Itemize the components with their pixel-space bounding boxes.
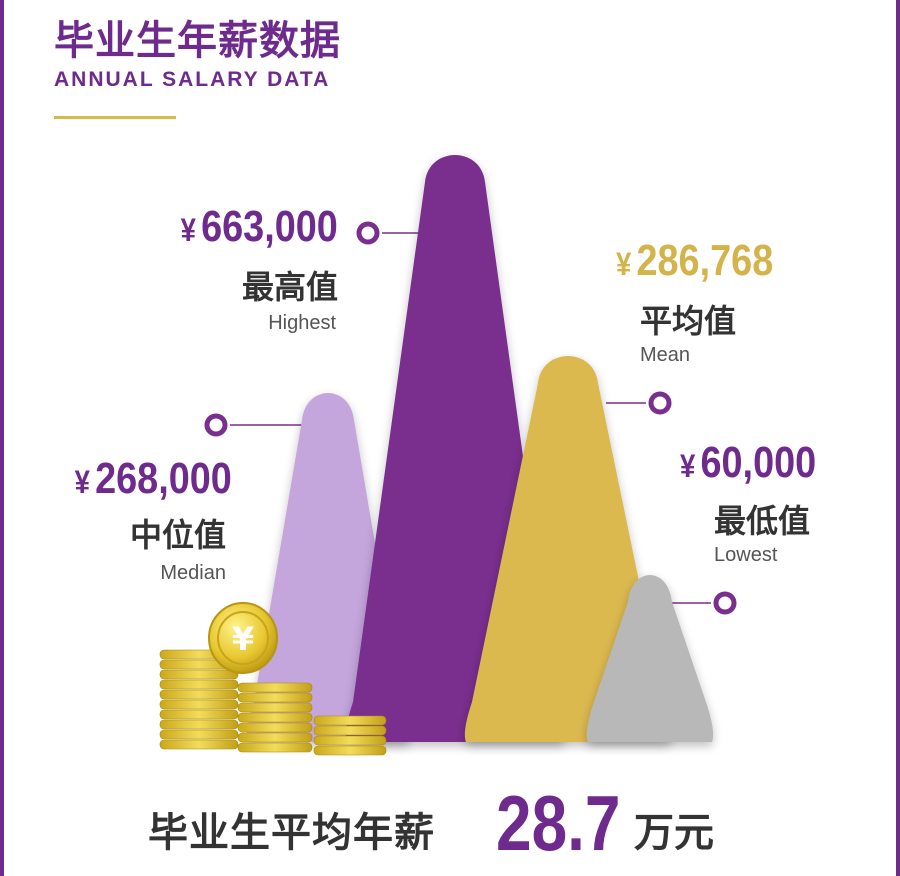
coin-layer — [237, 712, 313, 723]
page-subtitle: ANNUAL SALARY DATA — [54, 68, 331, 91]
coin-layer — [159, 699, 239, 710]
footer-summary: 毕业生平均年薪 28.7 万元 — [0, 779, 900, 872]
highest-value-text: 663,000 — [201, 202, 338, 251]
coin-layer — [237, 742, 313, 753]
coin-layer — [313, 715, 387, 726]
footer-average-number: 28.7 — [496, 779, 621, 867]
median-value-text: 268,000 — [95, 454, 232, 503]
coin-layer — [237, 722, 313, 733]
yen-symbol: ¥ — [74, 464, 91, 500]
mean-label-en: Mean — [640, 344, 691, 366]
footer-lead-text: 毕业生平均年薪 — [148, 810, 435, 856]
coin-layer — [159, 719, 239, 730]
coin-yuan-symbol: ¥ — [232, 620, 254, 658]
page-title: 毕业生年薪数据 — [54, 18, 341, 64]
mean-value-text: 286,768 — [636, 236, 774, 285]
lowest-label-cn: 最低值 — [714, 502, 811, 540]
footer-unit: 万元 — [634, 810, 714, 856]
callout-dots — [204, 221, 737, 615]
coin-layer — [313, 745, 387, 756]
coin-layer — [237, 702, 313, 713]
coin-inner-ring — [217, 611, 269, 665]
yen-symbol: ¥ — [616, 246, 632, 282]
median-label-en: Median — [160, 562, 226, 584]
coin-layer — [159, 739, 239, 750]
lowest-value-text: 60,000 — [700, 438, 817, 487]
coin-layer — [159, 709, 239, 720]
mean-value: ¥286,768 — [616, 236, 773, 286]
highest-label-cn: 最高值 — [241, 268, 338, 306]
mean-callout-dot — [648, 391, 672, 415]
coin-layer — [159, 729, 239, 740]
lowest-peak — [586, 575, 714, 742]
coin-layer — [237, 692, 313, 703]
coin-stacks: ¥ — [159, 602, 387, 756]
coin-layer — [159, 669, 239, 680]
coin-layer — [313, 735, 387, 746]
yen-symbol: ¥ — [680, 448, 696, 484]
highest-label-en: Highest — [268, 312, 336, 334]
coin-layer — [237, 682, 313, 693]
yen-symbol: ¥ — [180, 212, 197, 248]
frame-left-border — [0, 0, 4, 876]
lowest-label-en: Lowest — [714, 544, 778, 566]
peak-marks — [246, 155, 714, 742]
yuan-coin-icon — [208, 602, 278, 674]
coin-layer — [159, 689, 239, 700]
highest-callout-dot — [356, 221, 380, 245]
mean-label-cn: 平均值 — [640, 302, 737, 340]
coin-layer — [159, 679, 239, 690]
lowest-callout-dot — [713, 591, 737, 615]
median-label-cn: 中位值 — [129, 516, 226, 554]
median-callout-dot — [204, 413, 228, 437]
lowest-value: ¥60,000 — [680, 438, 816, 488]
coin-layer — [237, 732, 313, 743]
median-value: ¥268,000 — [75, 454, 232, 504]
coin-layer — [313, 725, 387, 736]
title-underline — [54, 116, 176, 119]
highest-value: ¥663,000 — [181, 202, 338, 252]
frame-right-border — [896, 0, 900, 876]
